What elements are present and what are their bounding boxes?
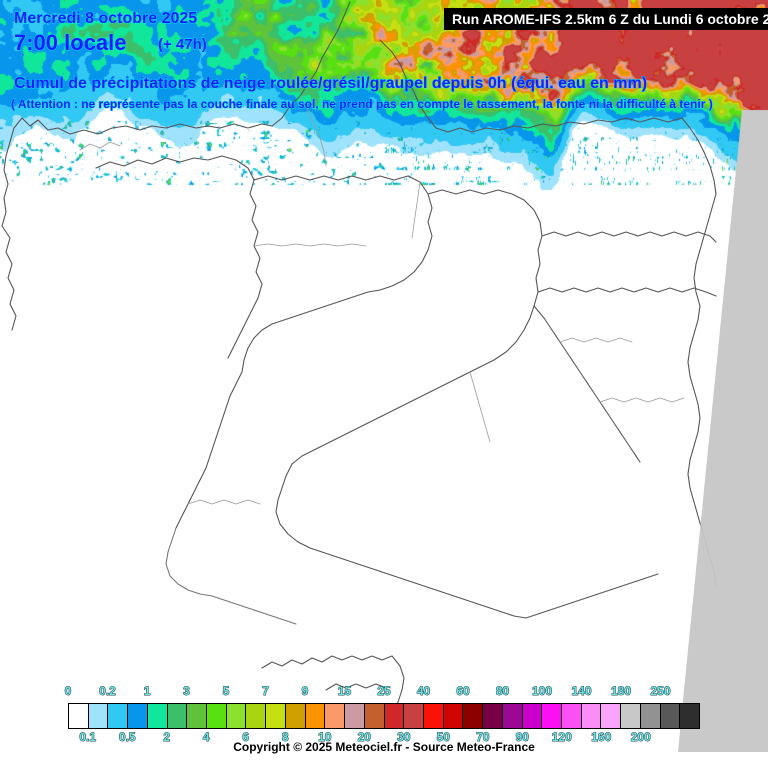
legend-swatch [266,704,286,728]
legend-swatch [147,704,168,728]
forecast-offset: (+ 47h) [158,36,208,54]
legend-tick-label: 30 [397,730,411,745]
legend-swatch [483,704,503,728]
legend-tick-label: 60 [456,684,470,699]
legend-tick-label: 3 [183,684,190,699]
legend-swatch [128,704,148,728]
legend-tick-label: 0.5 [118,730,136,745]
legend-swatch [226,704,247,728]
legend-tick-label: 180 [610,684,632,699]
legend-tick-label: 0 [64,684,72,699]
legend-swatch [187,704,208,728]
legend-swatch [364,704,385,728]
legend-tick-label: 200 [630,730,651,745]
legend-swatch [581,704,602,728]
legend-swatch [680,704,699,728]
legend-swatch [69,704,89,728]
legend-tick-label: 10 [318,730,332,745]
map-disclaimer: ( Attention : ne représente pas la couch… [11,97,714,112]
legend-swatch [207,704,227,728]
legend-swatch [108,704,129,728]
copyright-notice: Copyright © 2025 Meteociel.fr - Source M… [233,740,535,755]
legend-swatch [660,704,681,728]
legend-swatch [601,704,622,728]
legend-tick-label: 0.2 [99,684,116,699]
legend-swatch [621,704,641,728]
forecast-time: 7:00 locale [14,30,127,56]
legend-tick-label: 90 [515,730,529,745]
legend-tick-label: 1 [143,684,151,699]
legend-tick-label: 50 [436,730,450,745]
legend-swatch [542,704,562,728]
legend-tick-label: 4 [202,730,210,745]
legend-swatch [88,704,109,728]
legend-tick-label: 8 [281,730,289,745]
legend-tick-label: 40 [416,684,431,699]
legend-tick-label: 9 [301,684,309,699]
legend-swatch [561,704,582,728]
legend-tick-label: 5 [222,684,230,699]
legend-tick-label: 15 [337,684,352,699]
legend-tick-label: 25 [377,684,391,699]
legend-tick-label: 160 [591,730,612,745]
map-title: Cumul de précipitations de neige roulée/… [14,75,648,93]
legend-swatch [640,704,661,728]
legend-swatch [305,704,326,728]
legend-swatch [463,704,484,728]
legend-tick-label: 80 [495,684,510,699]
legend-tick-label: 120 [551,730,572,745]
legend-tick-label: 70 [476,730,490,745]
forecast-date: Mercredi 8 octobre 2025 [14,10,198,28]
legend-tick-label: 7 [262,684,269,699]
legend-swatch [345,704,365,728]
legend-swatch [246,704,267,728]
legend-tick-label: 6 [242,730,250,745]
legend-tick-label: 140 [571,684,592,699]
legend-swatch [325,704,346,728]
legend-tick-label: 2 [163,730,171,745]
legend-swatch [384,704,405,728]
legend-swatch [423,704,444,728]
legend-swatch [285,704,306,728]
legend-swatch [502,704,523,728]
color-scale-bar [68,703,700,729]
model-run-banner: Run AROME-IFS 2.5km 6 Z du Lundi 6 octob… [444,8,768,30]
legend-tick-label: 250 [650,684,671,699]
legend-tick-label: 0.1 [79,730,97,745]
color-scale-legend: 0 0.2 1 3 5 7 9 15 25 40 60 80 100 140 180 250 0.1 0.5 2 4 6… [64,684,700,748]
legend-tick-label: 100 [531,684,553,699]
legend-swatch [167,704,188,728]
legend-tick-label: 20 [357,730,371,745]
legend-swatch [522,704,543,728]
legend-swatch [404,704,424,728]
legend-swatch [443,704,464,728]
